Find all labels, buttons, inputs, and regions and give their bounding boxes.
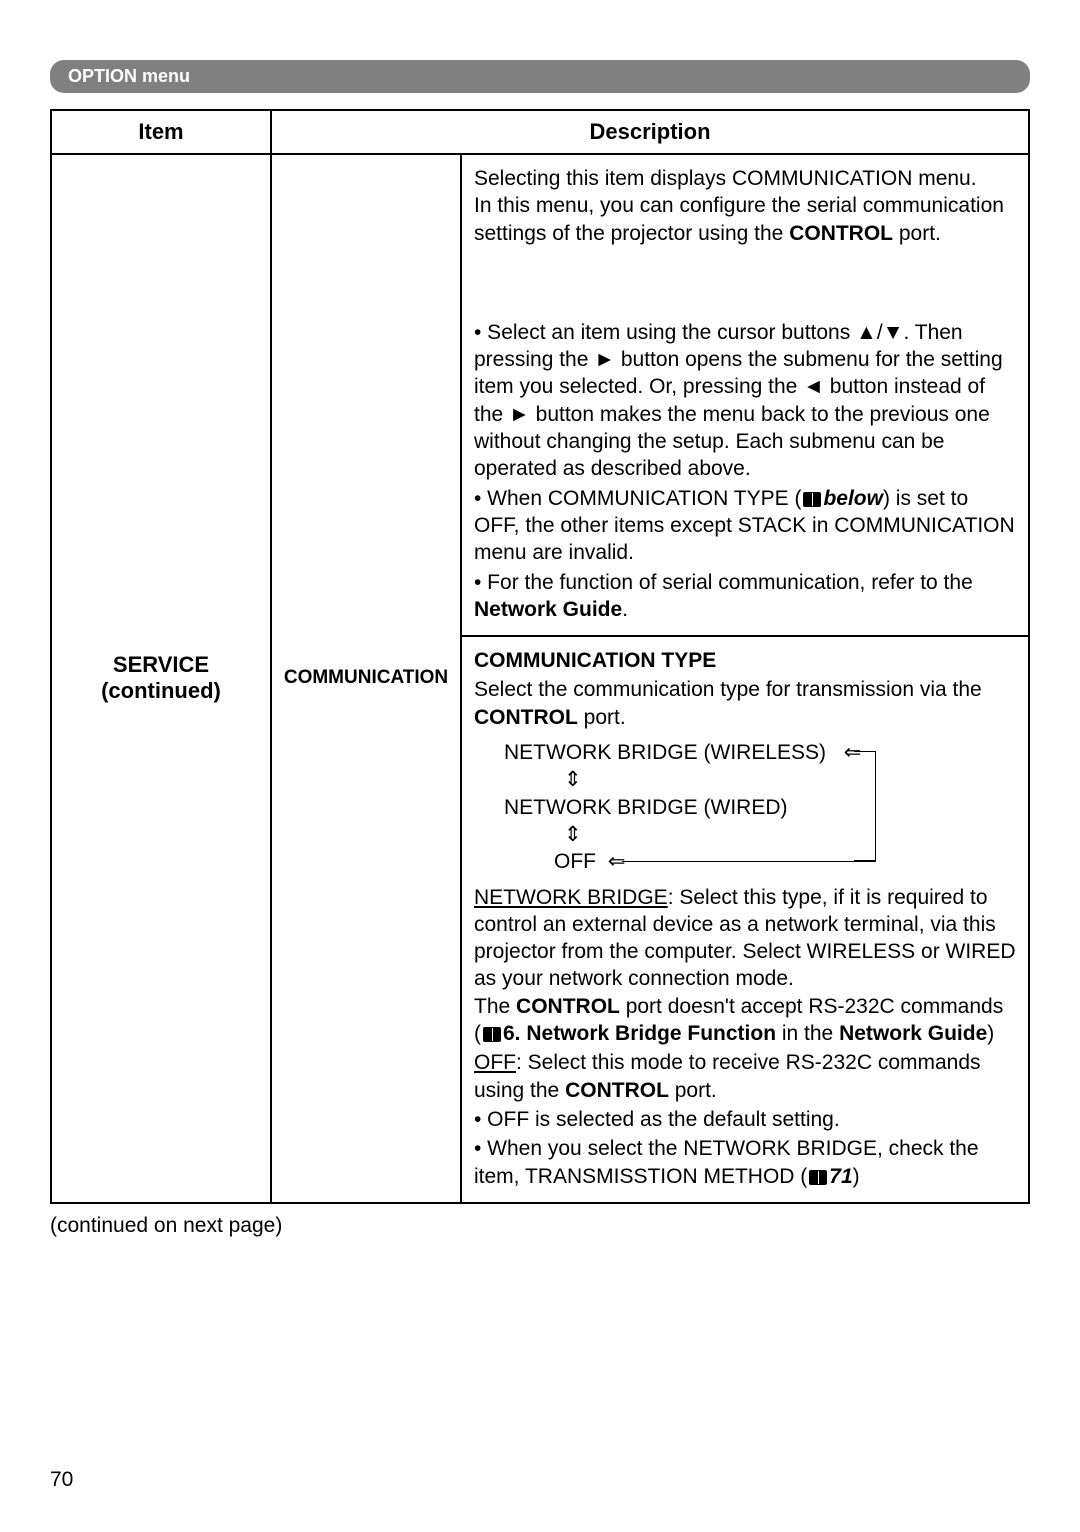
d1-p1d: port. <box>893 222 941 245</box>
cycle-diagram: NETWORK BRIDGE (WIRELESS) ⇐ ⇕ NETWORK BR… <box>504 739 1016 875</box>
d2-p2h: Network Guide <box>839 1022 987 1045</box>
d2-p2i: ) <box>987 1022 994 1045</box>
cycle-opt2: NETWORK BRIDGE (WIRED) <box>504 794 788 821</box>
d1-p3a: • When COMMUNICATION TYPE ( <box>474 487 801 510</box>
d2-p5b: 71 <box>829 1165 852 1188</box>
d2-p4: • OFF is selected as the default setting… <box>474 1106 1016 1133</box>
page-number: 70 <box>50 1468 73 1492</box>
d2-p3b: : Select this mode to receive RS-232C co… <box>474 1051 981 1101</box>
d1-p2: • Select an item using the cursor button… <box>474 319 1016 483</box>
cell-item: SERVICE (continued) <box>51 154 271 1203</box>
book-icon <box>803 492 821 507</box>
book-icon <box>483 1027 501 1042</box>
d2-p2d: CONTROL <box>516 995 620 1018</box>
item-label-2: (continued) <box>52 678 270 704</box>
d2-h: COMMUNICATION TYPE <box>474 649 716 672</box>
menu-header: OPTION menu <box>50 60 1030 93</box>
cycle-opt1: NETWORK BRIDGE (WIRELESS) <box>504 739 826 766</box>
footer-note: (continued on next page) <box>50 1214 1030 1238</box>
d2-p2a: NETWORK BRIDGE <box>474 886 668 909</box>
d2-p2g: in the <box>776 1022 839 1045</box>
book-icon <box>809 1170 827 1185</box>
sub-label: COMMUNICATION <box>284 667 448 688</box>
d2-p5c: ) <box>853 1165 860 1188</box>
d1-p1c: CONTROL <box>789 222 893 245</box>
cycle-opt3: OFF <box>554 848 596 875</box>
item-label-1: SERVICE <box>52 652 270 678</box>
d2-p3c: CONTROL <box>565 1079 669 1102</box>
th-desc: Description <box>271 110 1029 154</box>
d2-p5a: • When you select the NETWORK BRIDGE, ch… <box>474 1137 979 1187</box>
d2-p1a: Select the communication type for transm… <box>474 678 982 701</box>
th-item: Item <box>51 110 271 154</box>
d2-p1c: port. <box>578 706 626 729</box>
desc-cell-1: Selecting this item displays COMMUNICATI… <box>461 154 1029 636</box>
d1-p4a: • For the function of serial communicati… <box>474 571 973 594</box>
d1-p3b: below <box>823 487 883 510</box>
d1-p4c: . <box>622 598 628 621</box>
d1-p4b: Network Guide <box>474 598 622 621</box>
option-table: Item Description SERVICE (continued) COM… <box>50 109 1030 1204</box>
d2-p2f: 6. Network Bridge Function <box>503 1022 776 1045</box>
d2-p1b: CONTROL <box>474 706 578 729</box>
d2-p3a: OFF <box>474 1051 516 1074</box>
cell-sub: COMMUNICATION <box>271 154 461 1203</box>
d2-p2c: The <box>474 995 516 1018</box>
d1-p1a: Selecting this item displays COMMUNICATI… <box>474 167 977 190</box>
desc-cell-2: COMMUNICATION TYPE Select the communicat… <box>461 636 1029 1203</box>
spacer <box>474 249 1016 319</box>
d2-p3d: port. <box>669 1079 717 1102</box>
